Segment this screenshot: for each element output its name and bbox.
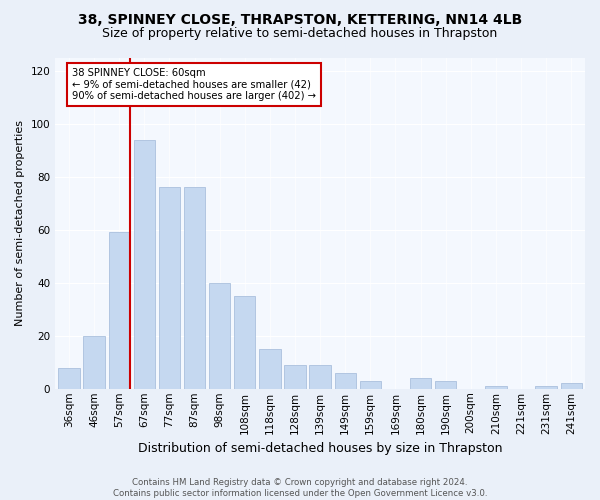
Bar xyxy=(535,386,557,389)
Text: Size of property relative to semi-detached houses in Thrapston: Size of property relative to semi-detach… xyxy=(103,28,497,40)
Text: 38, SPINNEY CLOSE, THRAPSTON, KETTERING, NN14 4LB: 38, SPINNEY CLOSE, THRAPSTON, KETTERING,… xyxy=(78,12,522,26)
Bar xyxy=(485,386,506,389)
Bar xyxy=(134,140,155,389)
Y-axis label: Number of semi-detached properties: Number of semi-detached properties xyxy=(15,120,25,326)
Bar xyxy=(83,336,105,389)
Bar xyxy=(335,373,356,389)
Bar xyxy=(410,378,431,389)
Bar xyxy=(310,365,331,389)
Bar xyxy=(435,381,457,389)
Bar xyxy=(109,232,130,389)
Bar xyxy=(284,365,305,389)
Bar xyxy=(184,188,205,389)
Bar xyxy=(58,368,80,389)
Bar xyxy=(359,381,381,389)
X-axis label: Distribution of semi-detached houses by size in Thrapston: Distribution of semi-detached houses by … xyxy=(138,442,502,455)
Text: Contains HM Land Registry data © Crown copyright and database right 2024.
Contai: Contains HM Land Registry data © Crown c… xyxy=(113,478,487,498)
Text: 38 SPINNEY CLOSE: 60sqm
← 9% of semi-detached houses are smaller (42)
90% of sem: 38 SPINNEY CLOSE: 60sqm ← 9% of semi-det… xyxy=(72,68,316,102)
Bar xyxy=(209,283,230,389)
Bar xyxy=(259,349,281,389)
Bar xyxy=(560,384,582,389)
Bar xyxy=(159,188,180,389)
Bar xyxy=(234,296,256,389)
